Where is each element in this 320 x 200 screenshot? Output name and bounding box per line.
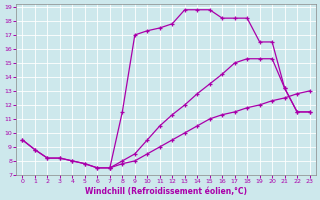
X-axis label: Windchill (Refroidissement éolien,°C): Windchill (Refroidissement éolien,°C) — [85, 187, 247, 196]
